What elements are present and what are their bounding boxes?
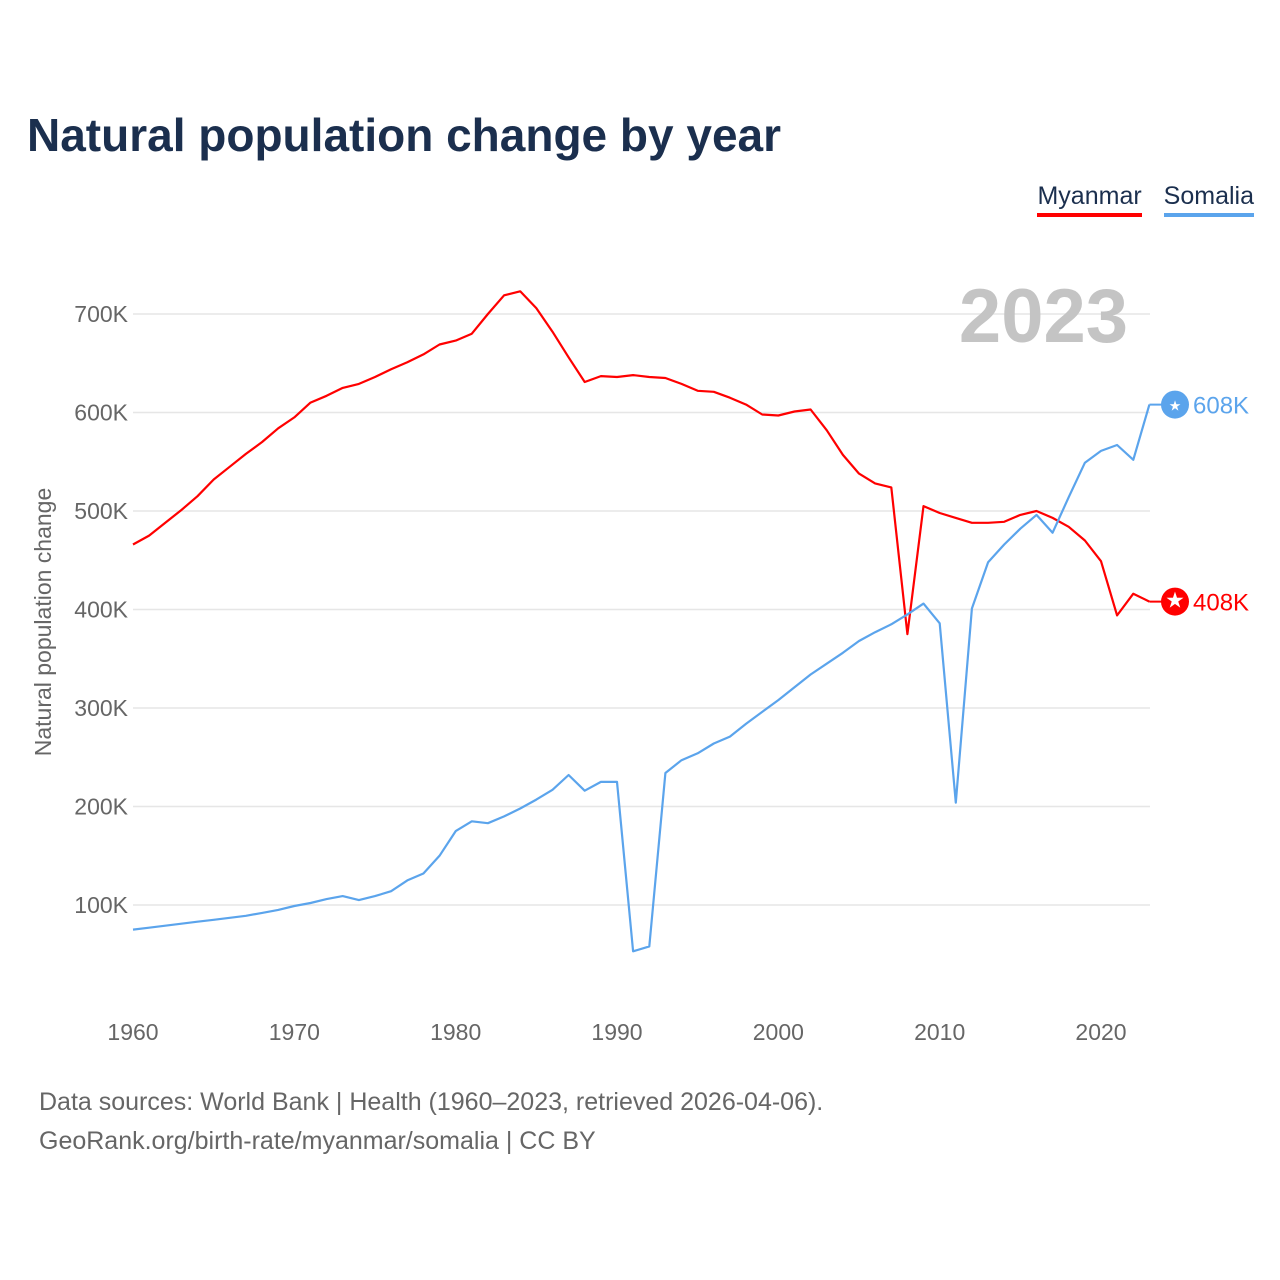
series-line-myanmar	[132, 290, 1150, 636]
x-tick-label: 1990	[591, 1019, 642, 1045]
y-tick-label: 200K	[74, 794, 128, 820]
y-tick-label: 400K	[74, 597, 128, 623]
y-axis-label: Natural population change	[30, 488, 56, 757]
star-icon: ★	[1169, 398, 1182, 414]
y-tick-label: 600K	[74, 400, 128, 426]
footer-attribution: GeoRank.org/birth-rate/myanmar/somalia |…	[39, 1127, 596, 1155]
footer-sources: Data sources: World Bank | Health (1960–…	[39, 1088, 824, 1116]
end-marker-myanmar	[1161, 587, 1189, 616]
y-tick-label: 300K	[74, 695, 128, 721]
end-value-label: 408K	[1193, 590, 1249, 617]
y-tick-label: 700K	[74, 301, 128, 327]
star-icon: ★	[1165, 588, 1185, 613]
end-marker-somalia	[1161, 390, 1189, 419]
x-tick-label: 1970	[269, 1019, 320, 1045]
x-tick-label: 2000	[753, 1019, 804, 1045]
x-tick-label: 1960	[107, 1019, 158, 1045]
series-line-somalia	[132, 404, 1151, 953]
legend: Myanmar Somalia	[1037, 182, 1254, 217]
y-tick-label: 100K	[74, 892, 128, 918]
y-tick-label: 500K	[74, 498, 128, 524]
chart-title: Natural population change by year	[27, 109, 782, 161]
year-watermark: 2023	[959, 274, 1128, 359]
legend-myanmar[interactable]: Myanmar	[1037, 182, 1142, 217]
x-tick-label: 2010	[914, 1019, 965, 1045]
legend-somalia[interactable]: Somalia	[1163, 182, 1254, 217]
end-value-label: 608K	[1193, 393, 1249, 420]
x-tick-label: 1980	[430, 1019, 481, 1045]
x-tick-label: 2020	[1075, 1019, 1126, 1045]
